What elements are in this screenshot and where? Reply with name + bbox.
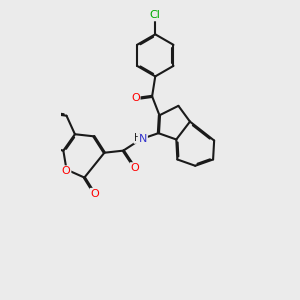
Text: O: O [91, 189, 99, 199]
Text: Cl: Cl [150, 11, 161, 20]
Text: H: H [134, 133, 142, 143]
Text: O: O [131, 94, 140, 103]
Text: O: O [62, 166, 70, 176]
Text: O: O [130, 163, 139, 173]
Text: N: N [139, 134, 147, 144]
